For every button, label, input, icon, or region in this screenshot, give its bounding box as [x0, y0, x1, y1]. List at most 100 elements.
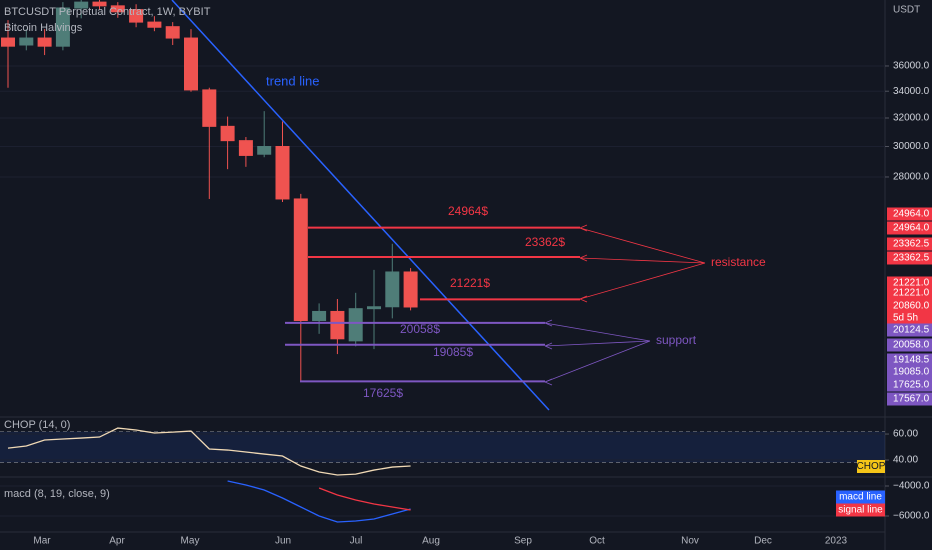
- x-tick-label: Oct: [589, 536, 605, 547]
- price-tag-label: 19085.0: [893, 367, 930, 378]
- x-tick-label: Sep: [514, 536, 532, 547]
- price-tag-label: 23362.5: [893, 253, 930, 264]
- arrow-head: [579, 254, 588, 262]
- price-tag: [887, 323, 932, 337]
- y-tick-label: 36000.0: [893, 61, 930, 72]
- price-tag: [887, 311, 932, 325]
- candle-body: [257, 145, 272, 155]
- arrow-head: [579, 295, 588, 303]
- candle-body: [367, 306, 381, 310]
- y-tick-label: 32000.0: [893, 113, 930, 124]
- candle-body: [275, 145, 290, 200]
- level-label: 17625$: [363, 386, 403, 400]
- callout-arrow: [579, 257, 706, 264]
- price-tag-label: 5d 5h: [893, 313, 918, 324]
- x-tick-label: Mar: [33, 536, 51, 547]
- price-tag-label: 20124.5: [893, 325, 930, 336]
- pane-title: macd (8, 19, close, 9): [4, 488, 110, 500]
- candle-body: [92, 1, 107, 7]
- level-label: 24964$: [448, 204, 488, 218]
- candle-body: [293, 198, 308, 322]
- price-tag-label: 17625.0: [893, 380, 930, 391]
- series-line: [227, 480, 411, 523]
- level-label: 23362$: [525, 235, 565, 249]
- candle-body: [74, 1, 89, 9]
- candle-body: [312, 310, 327, 322]
- trend-label: trend line: [266, 73, 319, 88]
- axis-unit: USDT: [893, 5, 920, 16]
- x-tick-label: Dec: [754, 536, 772, 547]
- candle-body: [238, 140, 253, 156]
- indicator-tag: [857, 460, 885, 473]
- price-tag: [887, 207, 932, 221]
- callout-label: support: [656, 333, 697, 347]
- callout-label: resistance: [711, 255, 766, 269]
- y-tick-label: 34000.0: [893, 86, 930, 97]
- candle-body: [165, 26, 180, 39]
- price-tag: [887, 251, 932, 265]
- candle-body: [330, 310, 345, 340]
- price-tag-label: 21221.0: [893, 278, 930, 289]
- callout-arrow: [544, 322, 651, 342]
- y-tick-label: 60.00: [893, 429, 918, 440]
- candle-body: [55, 7, 70, 47]
- arrow-head: [544, 378, 553, 386]
- price-tag: [887, 392, 932, 406]
- y-tick-label: 28000.0: [893, 172, 930, 183]
- price-tag-label: 24964.0: [893, 209, 930, 220]
- candle-body: [147, 21, 162, 28]
- legend-tag: [836, 490, 885, 504]
- price-tag: [887, 237, 932, 251]
- arrow-head: [579, 224, 588, 232]
- callout-arrow: [579, 227, 706, 264]
- series-line: [318, 487, 411, 511]
- candle-body: [129, 9, 144, 23]
- x-tick-label: Jun: [275, 536, 291, 547]
- price-tag-label: 23362.5: [893, 239, 930, 250]
- callout-arrow: [579, 262, 706, 300]
- candle-body: [110, 5, 125, 13]
- arrow-head: [544, 319, 553, 327]
- price-tag: [887, 286, 932, 300]
- price-tag-label: 24964.0: [893, 223, 930, 234]
- trend-line: [171, 0, 550, 411]
- candle-body: [220, 125, 235, 142]
- candle-body: [403, 271, 418, 308]
- candle-body: [385, 271, 400, 308]
- price-tag: [887, 378, 932, 392]
- callout-arrow: [544, 340, 651, 383]
- x-tick-label: Aug: [422, 536, 440, 547]
- x-tick-label: May: [181, 536, 200, 547]
- price-tag: [887, 221, 932, 235]
- legend-label: macd line: [839, 492, 882, 503]
- x-tick-label: Jul: [350, 536, 363, 547]
- candle-body: [184, 37, 198, 91]
- y-tick-label: −4000.0: [893, 481, 930, 492]
- price-tag-label: 20058.0: [893, 340, 930, 351]
- pane-title: CHOP (14, 0): [4, 419, 70, 431]
- level-label: 19085$: [433, 345, 473, 359]
- price-tag-label: 20860.0: [893, 301, 930, 312]
- price-tag: [887, 338, 932, 352]
- band: [0, 431, 885, 463]
- candle-body: [202, 89, 217, 127]
- arrow-head: [544, 342, 553, 350]
- price-tag-label: 17567.0: [893, 394, 930, 405]
- price-tag: [887, 299, 932, 313]
- callout-arrow: [544, 340, 651, 347]
- level-label: 20058$: [400, 322, 440, 336]
- x-tick-label: 2023: [825, 536, 848, 547]
- series-line: [7, 427, 411, 476]
- y-tick-label: −6000.0: [893, 511, 930, 522]
- x-tick-label: Apr: [109, 536, 125, 547]
- y-tick-label: 30000.0: [893, 141, 930, 152]
- price-tag-label: 19148.5: [893, 355, 930, 366]
- x-tick-label: Nov: [681, 536, 699, 547]
- price-tag: [887, 276, 932, 290]
- indicator-tag-label: CHOP: [857, 461, 886, 472]
- price-tag: [887, 353, 932, 367]
- indicator-label: Bitcoin Halvings: [4, 22, 83, 34]
